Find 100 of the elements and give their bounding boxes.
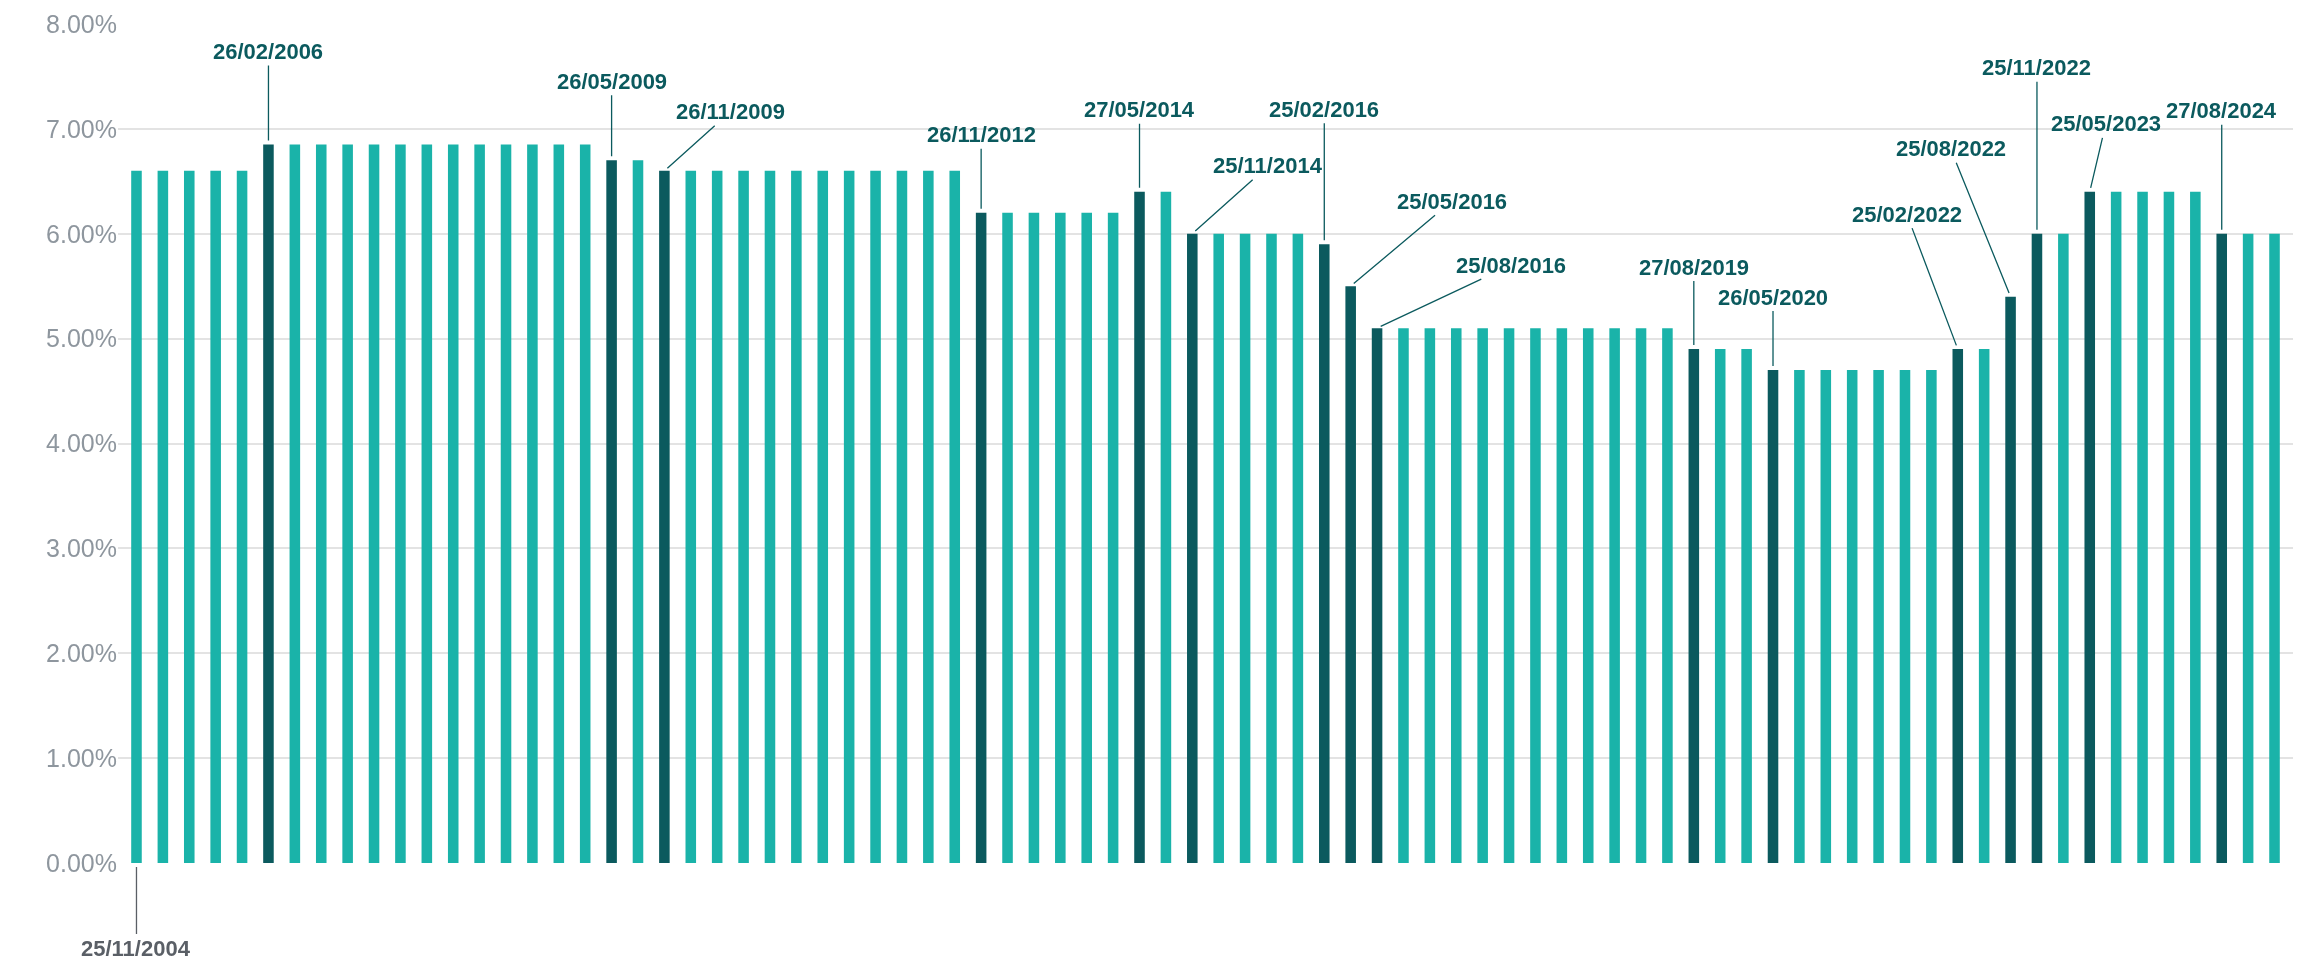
bar (553, 144, 565, 863)
bar (2058, 233, 2069, 863)
bar (2084, 191, 2096, 863)
bar (1582, 328, 1594, 863)
bar (1688, 349, 1700, 863)
bar (315, 144, 327, 863)
bar (368, 144, 380, 863)
bar (236, 170, 248, 863)
y-tick-label: 0.00% (46, 848, 117, 877)
annotation: 25/08/2022 (1896, 136, 2007, 161)
bar (1055, 212, 1066, 863)
bar (2190, 191, 2201, 863)
bar (1239, 233, 1251, 863)
bar (1345, 286, 1356, 863)
bar (1424, 328, 1436, 863)
bar (2216, 233, 2228, 863)
bar (131, 170, 142, 863)
bar (711, 170, 723, 863)
annotation: 25/11/2022 (1982, 55, 2091, 80)
bar (1794, 370, 1805, 863)
bar (474, 144, 485, 863)
annotation: 25/02/2022 (1852, 202, 1963, 227)
bar (395, 144, 406, 863)
bar (2005, 296, 2016, 863)
bar (1609, 328, 1620, 863)
bar (2137, 191, 2148, 863)
bar (1846, 370, 1858, 863)
bar (949, 170, 961, 863)
bar (500, 144, 512, 863)
bar (1398, 328, 1409, 863)
bar (421, 144, 433, 863)
bar (1319, 244, 1330, 863)
bar (1213, 233, 1224, 863)
bar (1450, 328, 1462, 863)
bar (263, 144, 274, 863)
bar (1002, 212, 1013, 863)
bar (1714, 349, 1726, 863)
bar (2110, 191, 2122, 863)
bar (1477, 328, 1488, 863)
bar (1266, 233, 1277, 863)
annotation: 25/08/2016 (1456, 253, 1567, 278)
annotation: 26/05/2020 (1718, 285, 1829, 310)
bar (817, 170, 829, 863)
bar (183, 170, 195, 863)
annotation: 25/11/2004 (81, 936, 191, 960)
annotation: 25/11/2014 (1213, 153, 1323, 178)
bar (1978, 349, 1990, 863)
bar (1503, 328, 1515, 863)
bar (1187, 233, 1198, 863)
y-tick-label: 3.00% (46, 534, 117, 563)
bar (1028, 212, 1040, 863)
bar (447, 144, 459, 863)
bar (1160, 191, 1172, 863)
annotation: 25/05/2023 (2051, 111, 2162, 136)
bar (1292, 233, 1304, 863)
y-tick-label: 5.00% (46, 324, 117, 353)
y-tick-label: 1.00% (46, 743, 117, 772)
bar (1820, 370, 1832, 863)
bar (870, 170, 881, 863)
bar (843, 170, 855, 863)
bar (1767, 370, 1779, 863)
bar (791, 170, 802, 863)
annotation: 25/05/2016 (1397, 189, 1508, 214)
bar (1530, 328, 1541, 863)
bar (342, 144, 353, 863)
bar (975, 212, 987, 863)
y-tick-label: 6.00% (46, 219, 117, 248)
bar (1926, 370, 1937, 863)
annotation: 26/05/2009 (557, 69, 668, 94)
bar (896, 170, 908, 863)
bar (1952, 349, 1964, 863)
bar (1081, 212, 1092, 863)
annotation: 27/08/2024 (2166, 98, 2277, 123)
bar (527, 144, 538, 863)
bar (2031, 233, 2043, 863)
bar (579, 144, 591, 863)
annotation: 26/11/2012 (927, 122, 1036, 147)
annotation: 26/02/2006 (213, 39, 324, 64)
bar (923, 170, 934, 863)
annotation: 27/05/2014 (1084, 97, 1195, 122)
y-tick-label: 7.00% (46, 114, 117, 143)
bar (1635, 328, 1647, 863)
annotation: 26/11/2009 (676, 99, 785, 124)
y-tick-label: 8.00% (46, 9, 117, 38)
bar (764, 170, 776, 863)
y-tick-label: 2.00% (46, 639, 117, 667)
bar (1107, 212, 1119, 863)
bar (210, 170, 221, 863)
bar (738, 170, 749, 863)
bar (2269, 233, 2280, 863)
bar (1899, 370, 1911, 863)
bar (1662, 328, 1673, 863)
bar (1134, 191, 1145, 863)
annotation: 27/08/2019 (1639, 255, 1750, 280)
annotation: 25/02/2016 (1269, 97, 1380, 122)
y-tick-label: 4.00% (46, 429, 117, 458)
bar (632, 160, 644, 863)
bar (606, 160, 617, 863)
bar (2163, 191, 2175, 863)
bar (2242, 233, 2254, 863)
